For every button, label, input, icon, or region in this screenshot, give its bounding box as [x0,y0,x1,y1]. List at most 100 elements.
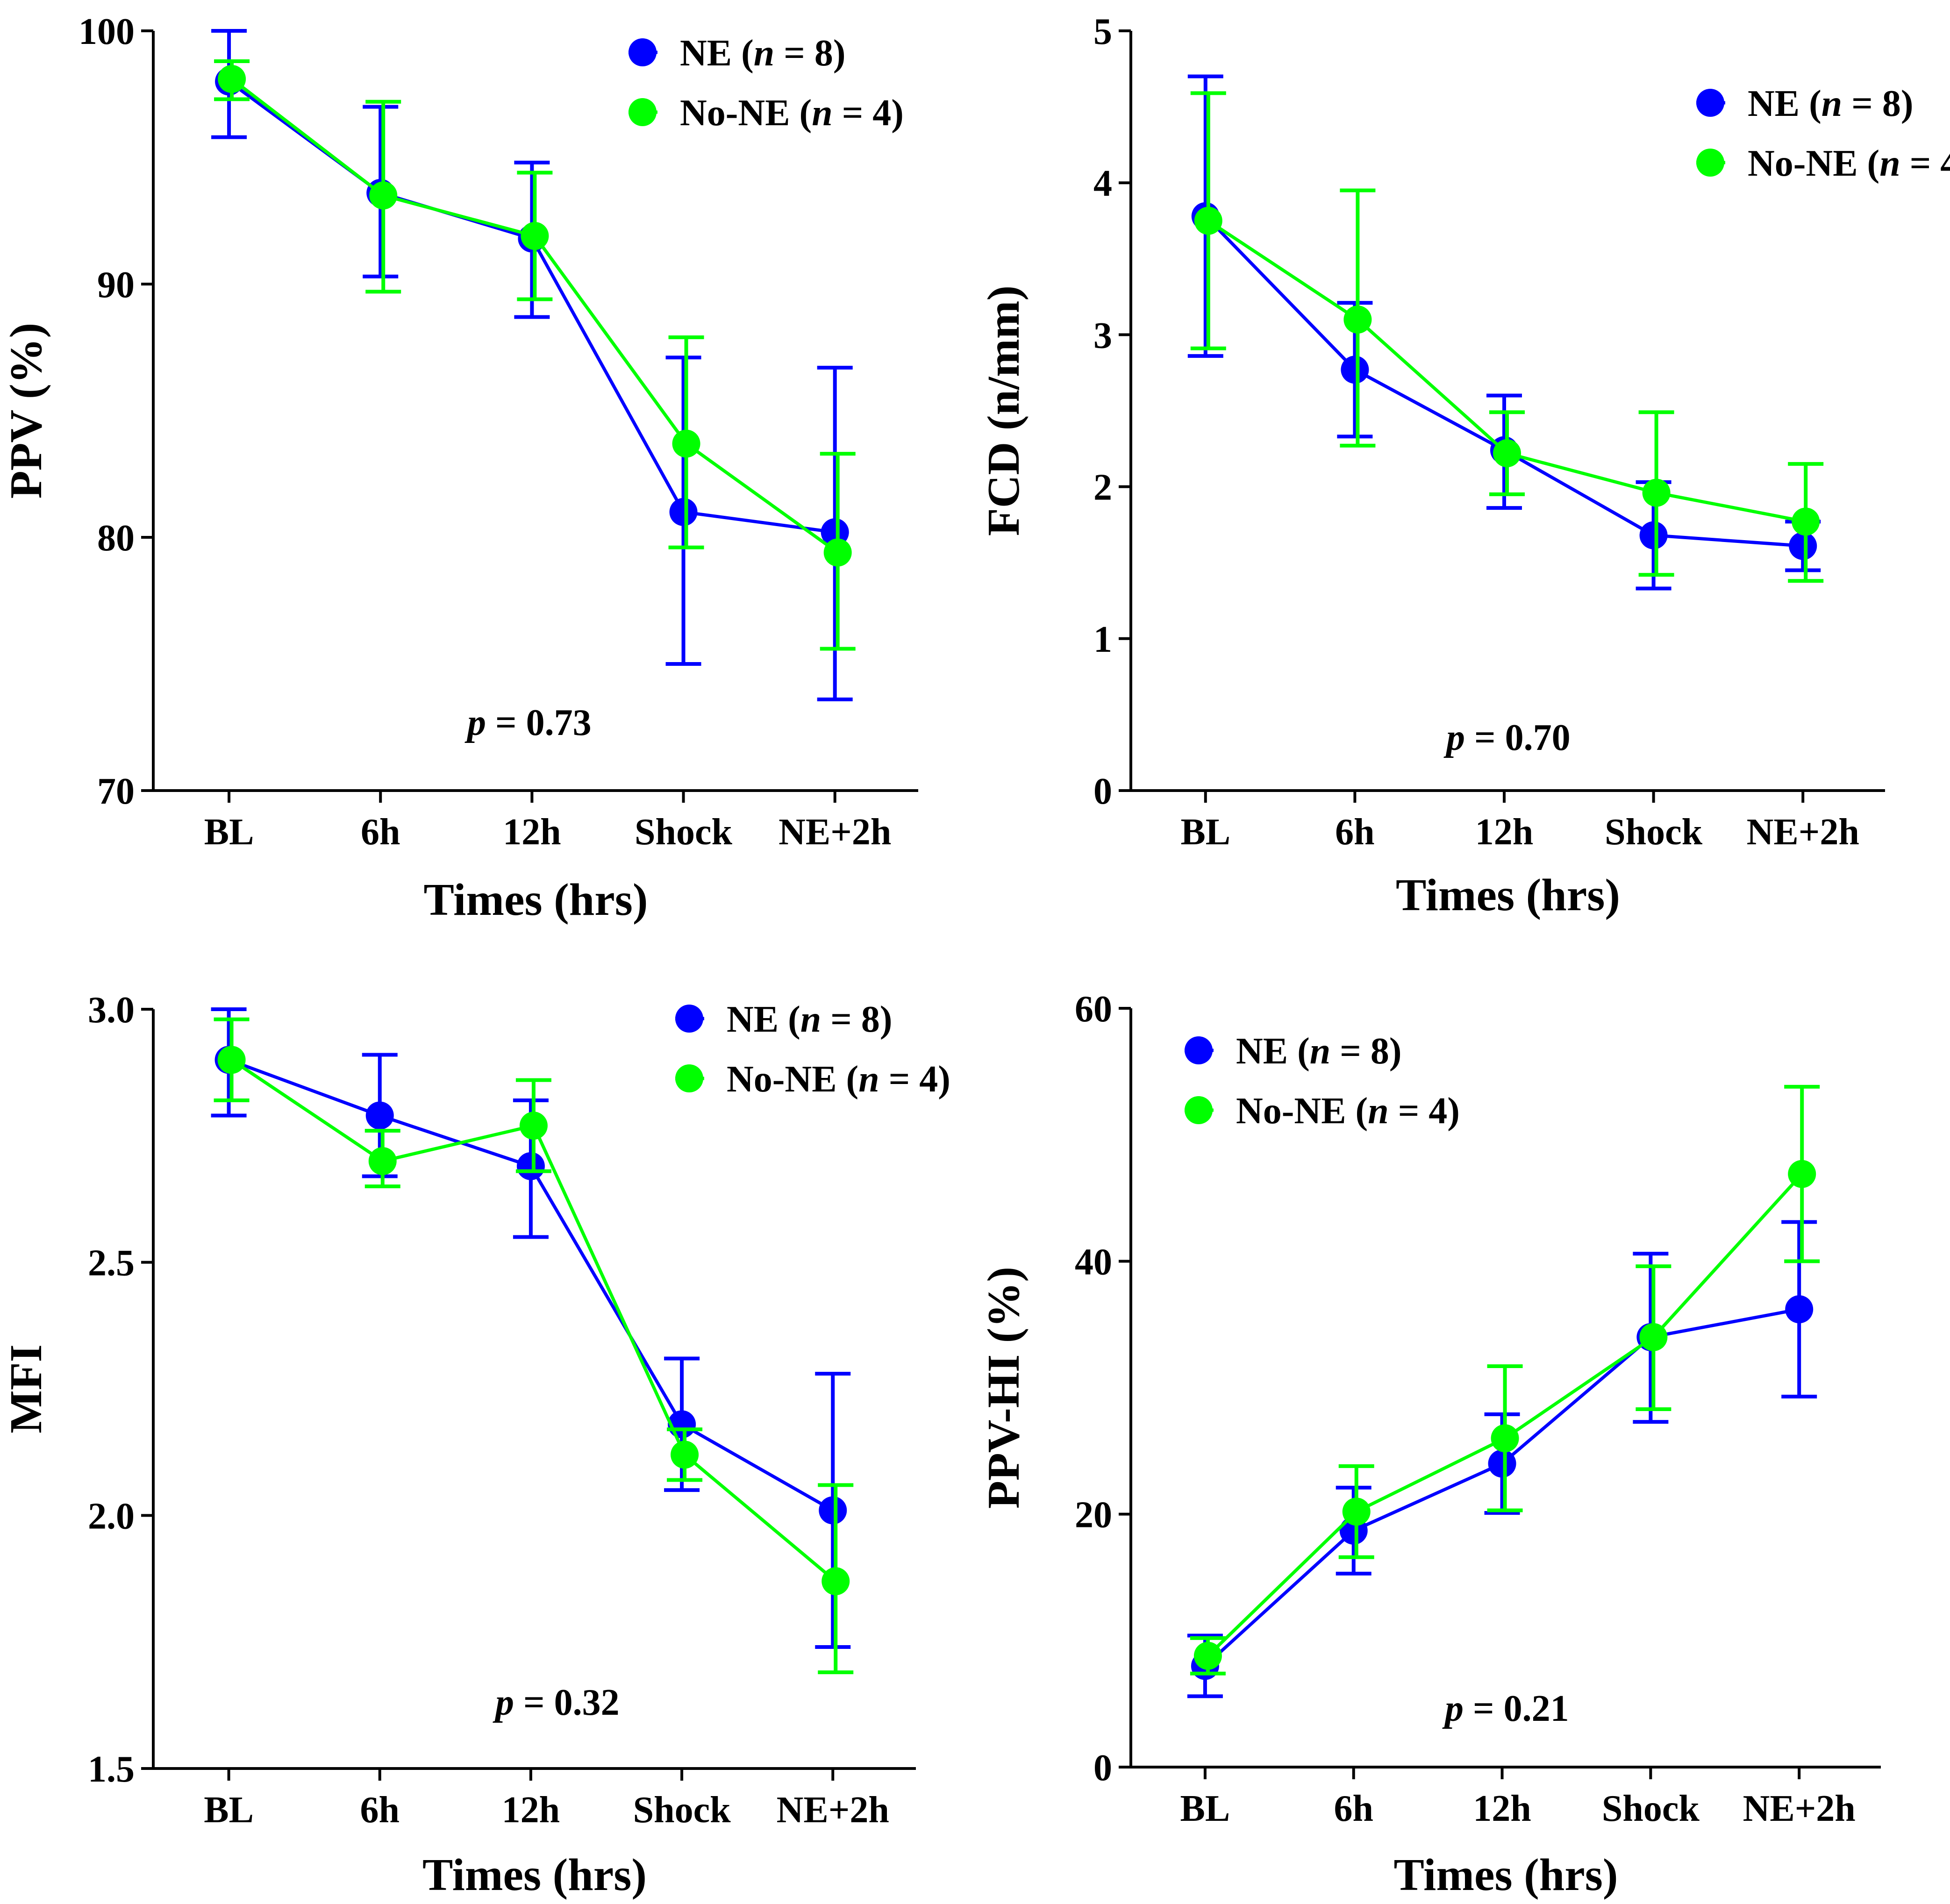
x-axis-title: Times (hrs) [1394,1850,1618,1900]
x-tick-label: 6h [1335,812,1375,853]
x-tick-label: 12h [502,1790,560,1831]
x-tick-label: NE+2h [1747,812,1859,853]
series-no-ne [214,1017,854,1675]
x-tick-label: NE+2h [777,1790,889,1831]
legend: NE (n = 8) No-NE (n = 4) [629,33,904,134]
data-point [1789,532,1817,560]
y-tick-label: 3.0 [88,990,135,1031]
data-point [823,538,852,567]
legend-marker [675,1064,703,1092]
series-no-ne [1190,91,1824,583]
x-tick-label: BL [204,1790,254,1831]
y-tick-label: 70 [97,771,135,812]
y-axis-title: MFI [1,1344,51,1433]
legend-label: No-NE (n = 4) [1236,1091,1460,1132]
series-no-ne [214,59,856,651]
data-point [369,181,398,210]
x-tick-label: 6h [1334,1788,1373,1829]
legend: NE (n = 8) No-NE (n = 4) [1185,1031,1460,1132]
y-tick-label: 3 [1093,315,1112,356]
chart-panel-top-left: 70 80 90 100 BL 6h 12h Shock NE+2h Times (hrs) PPV… [1,11,918,925]
x-tick-label: 6h [360,1790,400,1831]
x-tick-label: Shock [633,1790,731,1831]
legend-marker [1185,1096,1213,1124]
legend-marker [675,1005,703,1033]
data-point [1785,1295,1814,1324]
data-point [1792,507,1820,536]
series-ne [1187,74,1821,591]
y-tick-label: 0 [1093,1747,1112,1789]
y-tick-label: 4 [1093,163,1112,204]
y-tick-label: 80 [97,518,135,559]
x-tick-label: BL [1180,1788,1230,1829]
series-ne [211,1007,851,1649]
x-tick-label: NE+2h [1743,1788,1856,1829]
y-tick-label: 20 [1075,1495,1112,1536]
x-tick-label: 12h [503,812,561,853]
chart-panel-bottom-left: 1.5 2.0 2.5 3.0 BL 6h 12h Shock NE+2h Times (hrs)… [1,990,950,1900]
legend-marker [629,98,657,126]
data-point [1341,356,1369,384]
data-point [521,222,549,250]
y-axis-title: PPV (%) [1,323,51,499]
data-point [1342,1498,1371,1526]
x-axis-title: Times (hrs) [422,1850,647,1900]
legend: NE (n = 8) No-NE (n = 4) [1696,83,1950,184]
legend-marker [1696,149,1724,177]
y-tick-label: 2.0 [88,1496,135,1537]
x-tick-label: Shock [635,812,732,853]
data-point [1488,1449,1516,1478]
chart-panel-top-right: 0 1 2 3 4 5 BL 6h 12h Shock NE+2h Times (hrs) FCD (n… [979,11,1950,920]
p-value-label: p = 0.73 [464,702,592,743]
data-point [1788,1160,1816,1188]
legend-label: NE (n = 8) [680,33,846,74]
series-ne [1187,1220,1817,1698]
x-tick-label: Shock [1605,812,1702,853]
data-point [365,1101,394,1130]
data-point [821,1567,850,1596]
chart-panel-bottom-right: 0 20 40 60 BL 6h 12h Shock NE+2h Times (hrs) PPV-H… [979,989,1881,1900]
y-tick-label: 40 [1075,1241,1112,1283]
legend-marker [1696,89,1724,117]
legend-label: NE (n = 8) [1748,83,1914,124]
p-value-label: p = 0.70 [1443,717,1571,758]
y-tick-label: 60 [1075,989,1112,1030]
data-point [1639,521,1668,549]
data-point [1642,478,1671,507]
x-tick-label: NE+2h [779,812,891,853]
y-tick-label: 5 [1093,11,1112,52]
legend-label: NE (n = 8) [1236,1031,1402,1072]
data-point [1493,439,1521,468]
p-value-label: p = 0.32 [493,1682,620,1723]
y-tick-label: 0 [1093,771,1112,812]
data-point [1193,1641,1222,1670]
y-axis-title: PPV-HI (%) [979,1267,1029,1509]
legend-label: No-NE (n = 4) [680,93,904,134]
legend-label: No-NE (n = 4) [1748,143,1950,184]
data-point [217,1046,246,1074]
data-point [819,1496,847,1525]
p-value-label: p = 0.21 [1442,1688,1569,1729]
series-no-ne [1190,1084,1820,1676]
y-tick-label: 1 [1093,619,1112,660]
legend: NE (n = 8) No-NE (n = 4) [675,999,950,1100]
x-tick-label: Shock [1602,1788,1700,1829]
data-point [519,1112,548,1140]
data-point [1194,207,1222,235]
data-point [1491,1424,1519,1453]
y-tick-label: 100 [79,11,135,52]
y-tick-label: 1.5 [88,1749,135,1790]
data-point [516,1152,545,1180]
data-point [672,429,700,458]
x-tick-label: 6h [361,812,400,853]
data-point [218,64,246,93]
y-tick-label: 2 [1093,467,1112,508]
x-tick-label: BL [204,812,254,853]
x-tick-label: 12h [1473,1788,1531,1829]
data-point [368,1147,397,1175]
legend-marker [629,38,657,66]
data-point [1343,305,1372,334]
y-tick-label: 90 [97,264,135,306]
y-tick-label: 2.5 [88,1243,135,1284]
